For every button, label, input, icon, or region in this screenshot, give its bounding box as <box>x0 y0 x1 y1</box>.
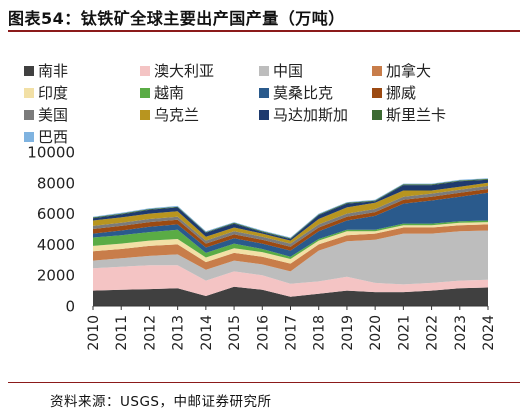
legend-label: 马达加斯加 <box>273 106 348 124</box>
x-tick-label: 2022 <box>425 315 441 351</box>
area-series <box>93 222 488 264</box>
area-series <box>93 179 488 241</box>
legend-swatch <box>259 110 269 120</box>
legend-label: 越南 <box>154 84 184 102</box>
area-series <box>93 189 488 251</box>
legend-label: 印度 <box>38 84 68 102</box>
title-bar: 图表54：钛铁矿全球主要出产国产量（万吨） <box>0 0 527 32</box>
area-series <box>93 230 488 285</box>
legend-swatch <box>140 110 150 120</box>
y-tick-label: 10000 <box>27 144 75 162</box>
legend-label: 莫桑比克 <box>273 84 333 102</box>
y-tick-label: 6000 <box>37 205 75 223</box>
legend-label: 美国 <box>38 106 68 124</box>
x-tick-label: 2010 <box>86 315 102 351</box>
area-series <box>93 265 488 297</box>
legend-label: 斯里兰卡 <box>386 106 446 124</box>
figure-title: 图表54：钛铁矿全球主要出产国产量（万吨） <box>8 9 345 28</box>
area-series <box>93 224 488 272</box>
legend-swatch <box>259 66 269 76</box>
area-series <box>93 286 488 306</box>
x-tick-label: 2016 <box>255 315 271 351</box>
legend-swatch <box>372 66 382 76</box>
chart-axes: 0 2000 4000 6000 8000 10000 2010 2011 2012 2013 20… <box>27 144 497 351</box>
legend-swatch <box>140 88 150 98</box>
legend-label: 挪威 <box>386 84 416 102</box>
x-tick-label: 2020 <box>368 315 384 351</box>
legend-label: 加拿大 <box>386 62 431 80</box>
y-tick-label: 2000 <box>37 267 75 285</box>
legend-swatch <box>259 88 269 98</box>
footer-rule <box>8 382 520 383</box>
x-tick-label: 2018 <box>312 315 328 351</box>
area-series <box>93 182 488 244</box>
area-series <box>93 185 488 247</box>
legend-swatch <box>372 88 382 98</box>
chart-areas <box>93 178 488 306</box>
source-note: 资料来源：USGS，中邮证券研究所 <box>50 394 272 410</box>
title-rule <box>8 30 520 32</box>
area-series <box>93 192 488 257</box>
x-tick-label: 2015 <box>227 315 243 351</box>
legend-swatch <box>372 110 382 120</box>
x-tick-label: 2017 <box>284 315 300 351</box>
legend-swatch <box>140 66 150 76</box>
x-tick-label: 2023 <box>453 315 469 351</box>
legend-label: 乌克兰 <box>154 106 199 124</box>
x-tick-label: 2014 <box>199 315 215 351</box>
y-tick-label: 4000 <box>37 236 75 254</box>
legend-swatch <box>24 110 34 120</box>
x-tick-label: 2013 <box>171 315 187 351</box>
y-tick-label: 0 <box>65 298 75 316</box>
x-tick-label: 2012 <box>142 315 158 351</box>
legend-swatch <box>24 88 34 98</box>
legend-label: 南非 <box>38 62 68 80</box>
y-tick-label: 8000 <box>37 174 75 192</box>
x-tick-label: 2011 <box>114 315 130 351</box>
legend-label: 澳大利亚 <box>154 62 214 80</box>
legend-label: 中国 <box>273 62 303 80</box>
legend-swatch <box>24 132 34 142</box>
legend-swatch <box>24 66 34 76</box>
legend-label: 巴西 <box>38 128 68 146</box>
x-tick-label: 2021 <box>396 315 412 351</box>
x-tick-label: 2024 <box>481 315 497 351</box>
x-tick-label: 2019 <box>340 315 356 351</box>
